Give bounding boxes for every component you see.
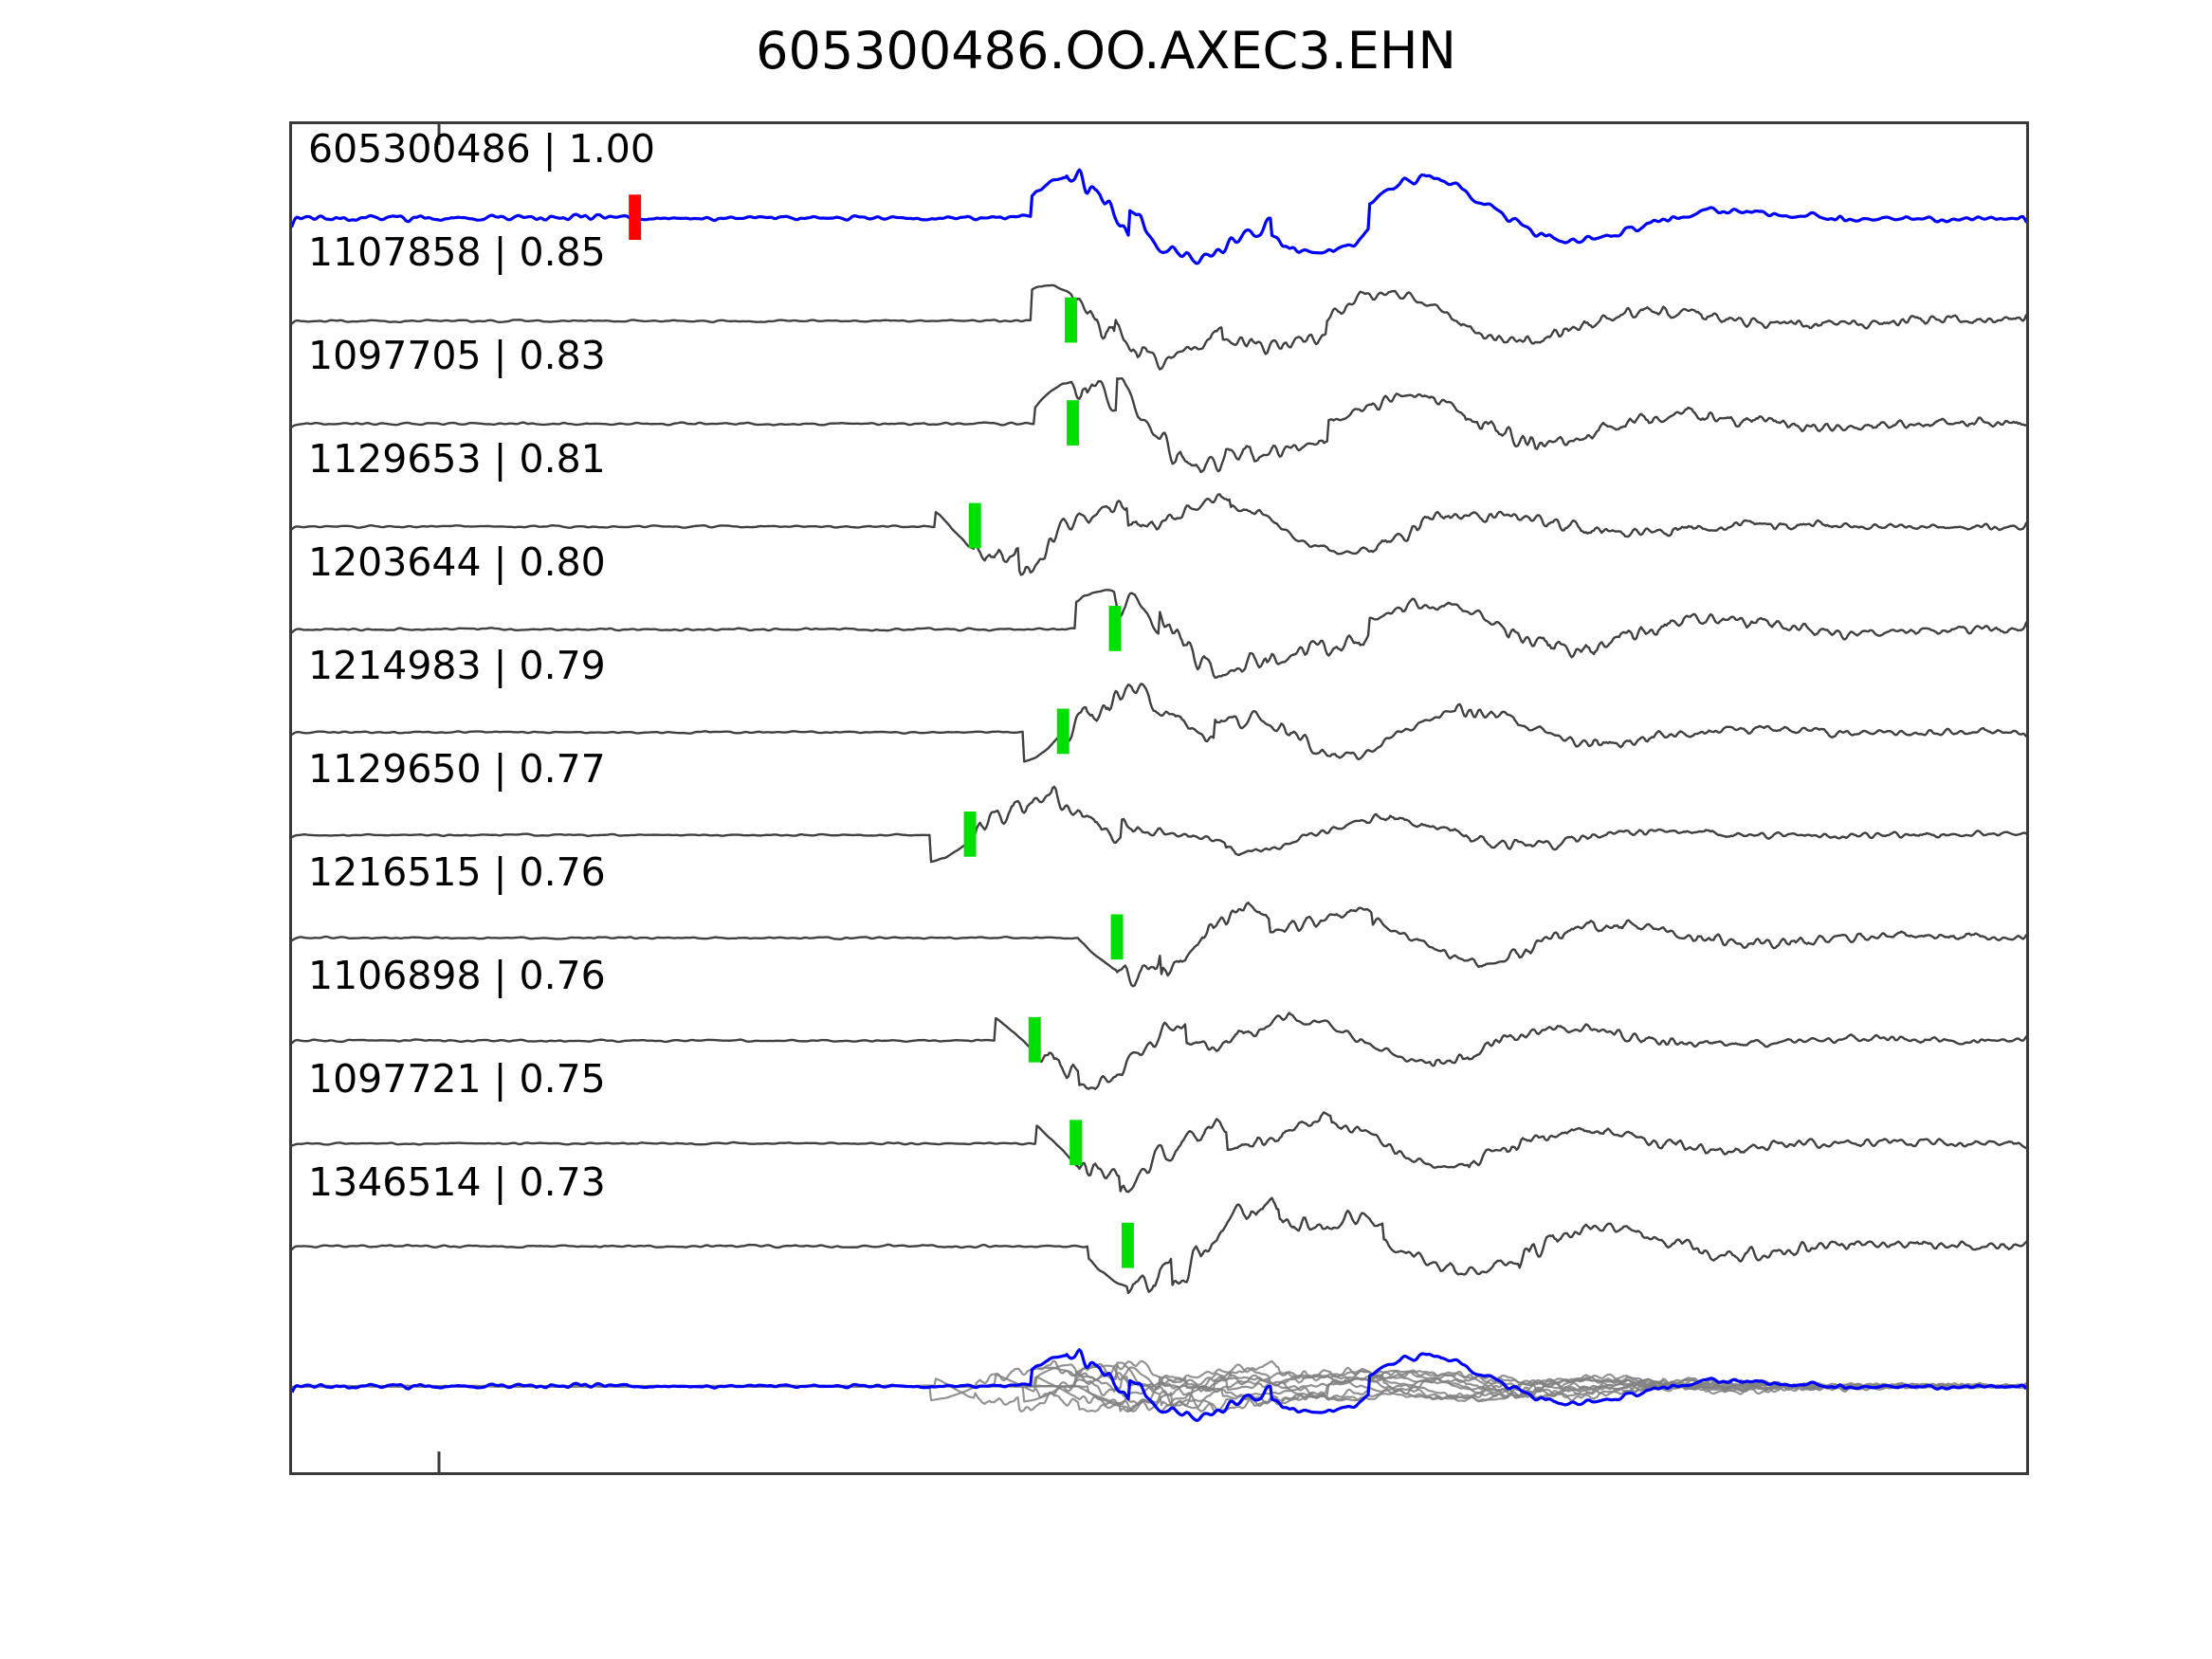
phase-pick-marker [629, 194, 642, 241]
phase-pick-marker [1065, 297, 1077, 343]
waveform-trace [292, 283, 2026, 371]
waveform-trace [292, 168, 2026, 265]
phase-pick-marker [1110, 914, 1124, 960]
waveform-trace [292, 1012, 2026, 1090]
trace-label-1216515: 1216515 | 0.76 [308, 848, 606, 895]
phase-pick-marker [963, 811, 977, 857]
waveform-trace [292, 376, 2026, 474]
x-axis-tick-labels [289, 1488, 2029, 1555]
trace-label-1203644: 1203644 | 0.80 [308, 539, 606, 586]
trace-label-1129650: 1129650 | 0.77 [308, 745, 606, 792]
waveform-trace [292, 589, 2026, 680]
stack-template-trace [292, 1348, 2026, 1422]
waveform-canvas [292, 124, 2026, 1472]
trace-label-1097721: 1097721 | 0.75 [308, 1055, 606, 1102]
page-title: 605300486.OO.AXEC3.EHN [756, 21, 1456, 81]
plot-axes [289, 121, 2029, 1475]
trace-label-1214983: 1214983 | 0.79 [308, 642, 606, 688]
trace-label-1107858: 1107858 | 0.85 [308, 229, 606, 276]
phase-pick-marker [1067, 400, 1080, 446]
phase-pick-marker [1121, 1222, 1134, 1268]
waveform-trace [292, 785, 2026, 864]
trace-label-1129653: 1129653 | 0.81 [308, 436, 606, 483]
phase-pick-marker [1056, 708, 1069, 755]
waveform-trace [292, 902, 2026, 988]
waveform-trace [292, 683, 2026, 763]
phase-pick-marker [1028, 1016, 1041, 1063]
phase-pick-marker [968, 502, 981, 549]
waveform-trace [292, 1196, 2026, 1295]
waveform-trace [292, 493, 2026, 576]
trace-label-1097705: 1097705 | 0.83 [308, 333, 606, 379]
trace-label-605300486: 605300486 | 1.00 [308, 126, 655, 173]
phase-pick-marker [1069, 1120, 1083, 1166]
trace-label-1106898: 1106898 | 0.76 [308, 952, 606, 998]
waveform-trace [292, 1111, 2026, 1194]
phase-pick-marker [1108, 606, 1122, 651]
trace-label-1346514: 1346514 | 0.73 [308, 1158, 606, 1205]
